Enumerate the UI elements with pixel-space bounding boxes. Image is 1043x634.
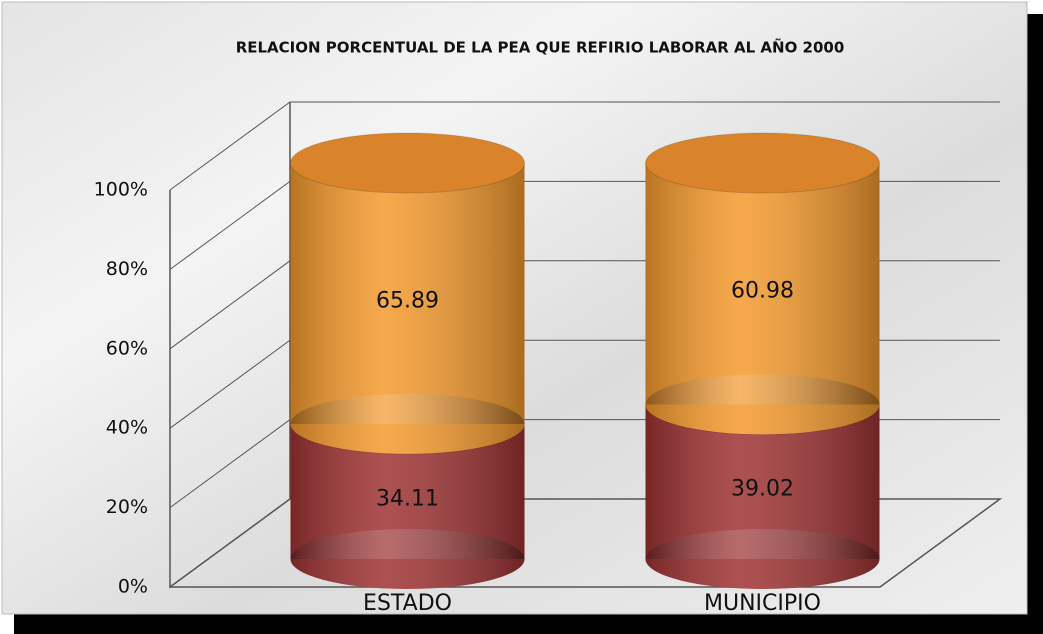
plot-area: 0% 20% 40% 60% 80% 100% ESTADO 34.11 65.89 MUNICI… <box>94 101 1003 616</box>
y-tick-label: 40% <box>106 417 148 439</box>
value-label: 39.02 <box>731 477 794 502</box>
y-tick-label: 100% <box>94 179 148 201</box>
bar-shade <box>645 163 880 405</box>
value-label: 65.89 <box>376 288 439 313</box>
grid-line <box>169 101 1000 191</box>
y-tick-label: 80% <box>106 258 148 280</box>
y-tick-label: 20% <box>106 496 148 518</box>
x-tick-label: MUNICIPIO <box>704 591 821 616</box>
cylinder-top <box>290 132 525 194</box>
value-label: 60.98 <box>731 279 794 304</box>
y-tick-label: 0% <box>118 576 148 598</box>
bar-shade <box>290 163 525 424</box>
y-tick-label: 60% <box>106 337 148 359</box>
chart-title: RELACION PORCENTUAL DE LA PEA QUE REFIRI… <box>236 38 845 57</box>
cylinder-top <box>645 132 880 194</box>
value-label: 34.11 <box>376 486 439 511</box>
x-tick-label: ESTADO <box>363 591 452 616</box>
